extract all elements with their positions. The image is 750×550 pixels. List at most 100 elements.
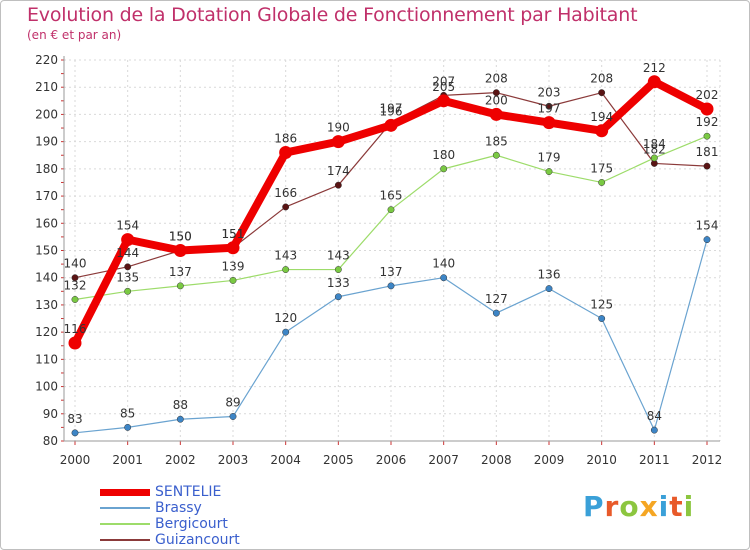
data-label-bergicourt: 132 [64,278,87,292]
data-label-bergicourt: 139 [222,259,245,273]
chart-subtitle: (en € et par an) [27,28,122,42]
point-sentelie [279,146,293,160]
data-label-guizancourt: 151 [222,227,245,241]
x-tick-label: 2010 [586,453,617,467]
point-sentelie [226,241,240,255]
data-label-brassy: 140 [432,257,455,271]
point-sentelie [437,94,451,108]
point-guizancourt [598,89,606,97]
y-tick-label: 90 [43,407,58,421]
point-bergicourt [229,276,237,284]
y-tick-label: 110 [35,352,58,366]
legend-swatch [100,523,150,525]
data-label-sentelie: 154 [116,219,139,233]
point-bergicourt [282,266,290,273]
y-tick-label: 120 [35,325,58,339]
data-label-guizancourt: 207 [432,74,455,88]
point-guizancourt [124,263,132,271]
series-layer [68,75,714,437]
x-tick-label: 2004 [270,453,301,467]
data-label-bergicourt: 180 [432,148,455,162]
point-sentelie [173,244,187,257]
data-label-brassy: 120 [274,311,297,325]
data-label-brassy: 137 [380,265,403,279]
point-guizancourt [282,203,290,211]
point-brassy [282,328,290,336]
data-label-sentelie: 205 [432,80,455,94]
point-guizancourt [71,274,79,282]
point-brassy [124,423,132,431]
legend-label: Brassy [155,500,202,516]
data-label-guizancourt: 208 [485,72,508,86]
data-label-bergicourt: 165 [380,189,403,203]
data-label-sentelie: 196 [380,104,403,118]
data-label-brassy: 133 [327,276,350,290]
data-label-sentelie: 194 [590,110,613,124]
data-label-brassy: 125 [590,298,613,312]
x-tick-label: 2001 [112,453,143,467]
legend-label: Bergicourt [155,516,228,532]
data-label-sentelie: 202 [696,88,719,102]
data-label-brassy: 88 [173,398,188,412]
data-label-guizancourt: 140 [64,257,87,271]
data-label-sentelie: 212 [643,61,666,75]
x-tick-label: 2011 [639,453,670,467]
data-label-bergicourt: 143 [274,249,297,263]
point-guizancourt [334,181,342,189]
point-sentelie [331,135,345,149]
point-brassy [387,282,395,290]
data-label-sentelie: 190 [327,121,350,135]
point-bergicourt [650,154,658,162]
point-brassy [229,413,237,420]
y-tick-label: 210 [35,80,58,94]
data-label-sentelie: 186 [274,132,297,146]
point-bergicourt [334,266,342,273]
point-bergicourt [545,168,553,176]
series-brassy [71,236,711,437]
y-tick-label: 220 [35,53,58,67]
chart-title: Evolution de la Dotation Globale de Fonc… [27,4,638,26]
point-brassy [545,285,553,293]
x-tick-label: 2009 [534,453,565,467]
data-label-guizancourt: 197 [380,102,403,116]
x-tick-label: 2007 [428,453,459,467]
point-sentelie [700,102,714,116]
point-brassy [598,315,606,322]
x-tick-label: 2003 [218,453,249,467]
point-bergicourt [492,151,500,159]
data-label-bergicourt: 184 [643,137,666,151]
x-tick-label: 2005 [323,453,354,467]
logo-letter: t [669,490,684,523]
y-tick-label: 130 [35,298,58,312]
point-sentelie [489,107,503,121]
point-sentelie [542,116,556,130]
point-bergicourt [703,132,711,140]
logo-letter: i [658,490,670,523]
y-tick-label: 140 [35,271,58,285]
logo-letter: i [683,490,695,523]
point-bergicourt [440,165,448,173]
legend-label: SENTELIE [155,484,222,500]
data-label-brassy: 83 [67,412,82,426]
point-brassy [492,309,500,317]
y-tick-label: 80 [43,434,58,448]
point-brassy [334,293,342,301]
data-label-brassy: 127 [485,292,508,306]
data-label-bergicourt: 137 [169,265,192,279]
data-labels: 140 144 150 151 166 174 197 207 208 203 208 182 181 1… [64,61,719,426]
series-bergicourt [71,132,711,303]
x-tick-label: 2000 [60,453,91,467]
point-bergicourt [176,282,184,290]
point-brassy [176,415,184,423]
point-bergicourt [71,296,79,303]
data-label-guizancourt: 208 [590,72,613,86]
data-label-guizancourt: 144 [116,246,139,260]
x-tick-label: 2008 [481,453,512,467]
data-label-bergicourt: 192 [696,115,719,129]
data-label-brassy: 136 [538,268,561,282]
legend-label: Guizancourt [155,532,240,548]
data-label-guizancourt: 181 [696,145,719,159]
x-tick-label: 2002 [165,453,196,467]
